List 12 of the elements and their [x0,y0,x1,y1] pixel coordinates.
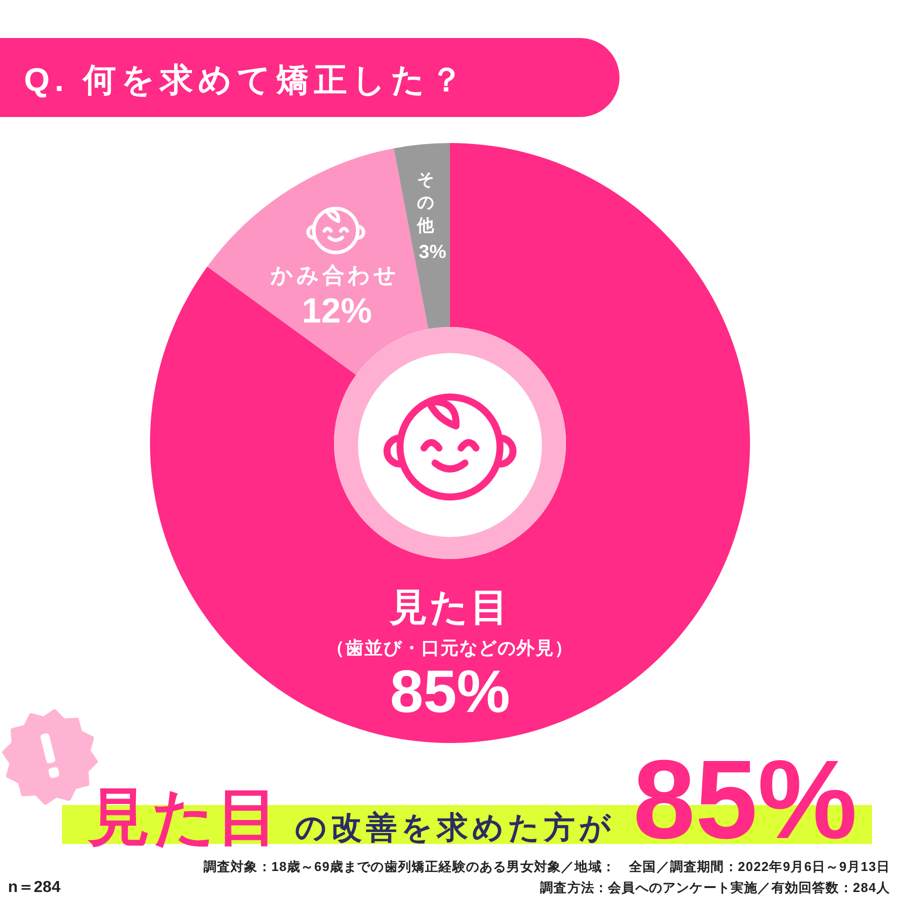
text: n＝284 [8,879,61,896]
data-label: 3% [418,242,446,263]
title: Q. 何を求めて矯正した？ [24,61,468,98]
slice-label: その他 [417,170,434,236]
text: の改善を求めた方が [295,810,615,845]
data-label: 12% [302,291,372,330]
data-label: 85% [390,658,510,725]
text: 調査方法：会員へのアンケート実施／有効回答数：284人 [540,880,890,895]
slice-label: 見た目（歯並び・口元などの外見） [326,587,574,658]
text: 調査対象：18歳～69歳までの歯列矯正経験のある男女対象／地域： 全国／調査期間：2022年9月6日～9月13日 [203,859,890,874]
text: 見た目 [87,783,281,852]
slice-label: かみ合わせ [270,262,400,288]
